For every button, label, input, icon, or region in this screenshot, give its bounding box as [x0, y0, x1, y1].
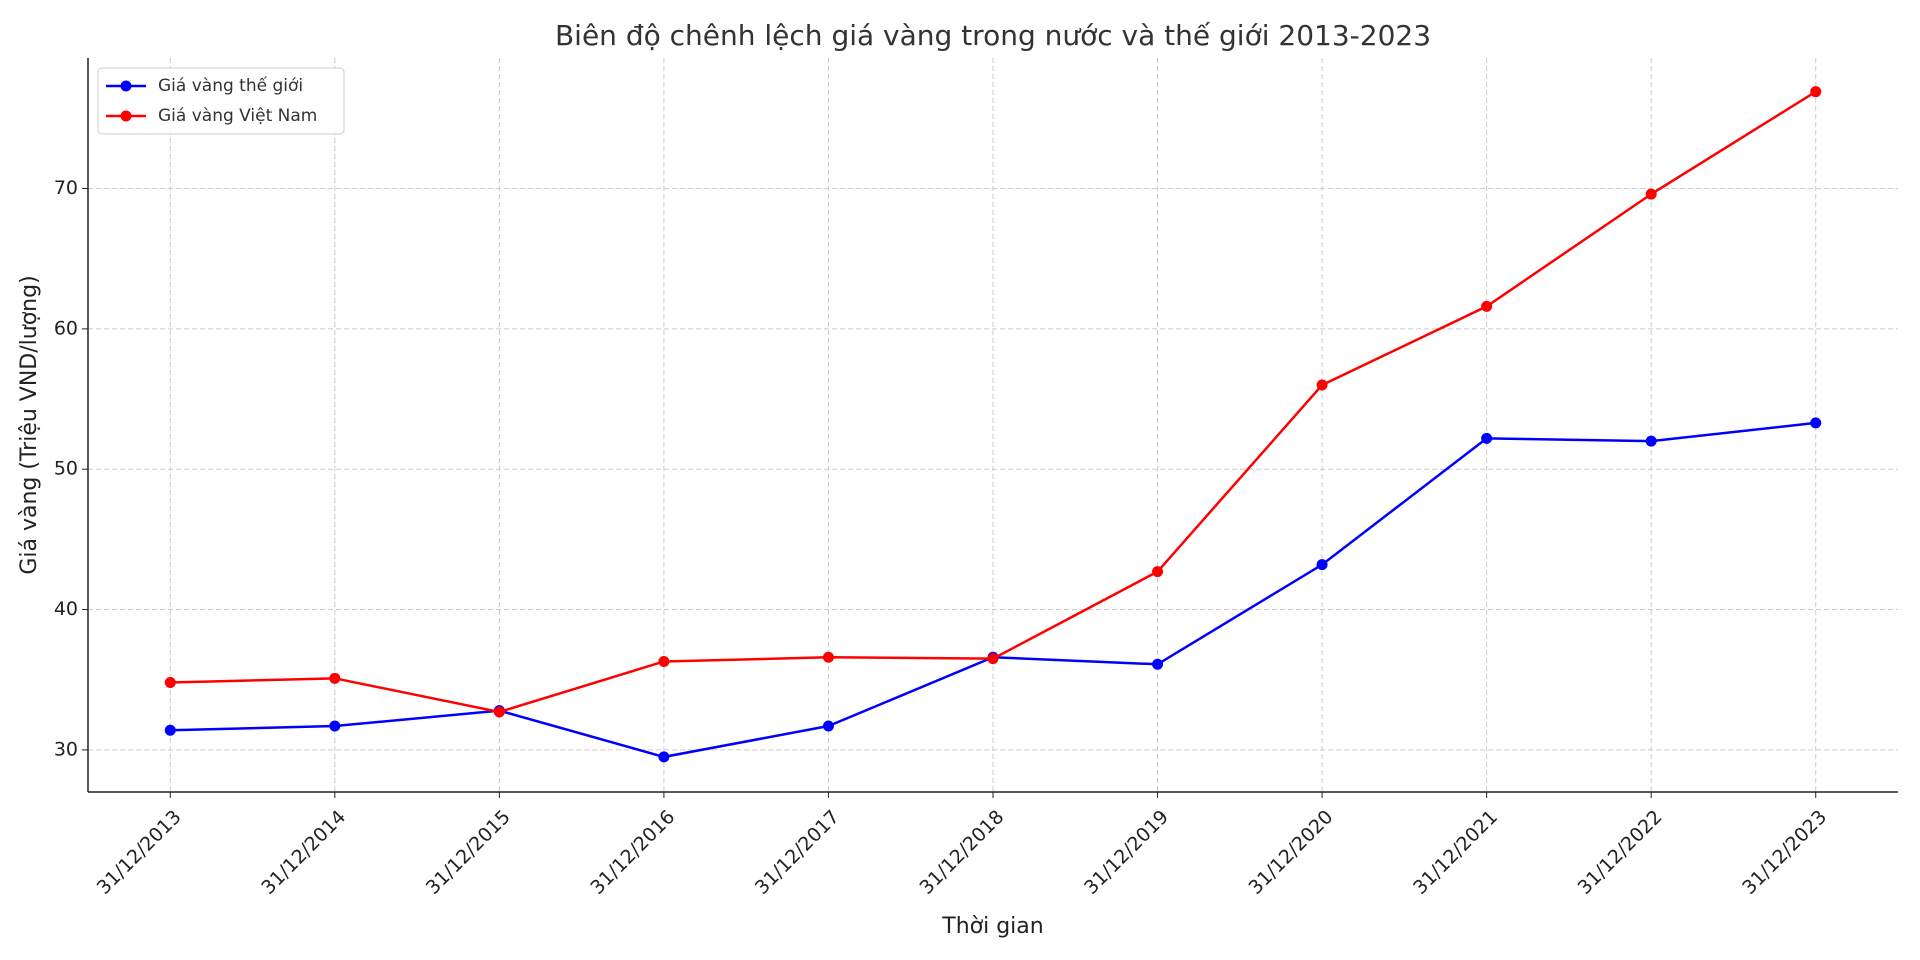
x-tick-label: 31/12/2018	[915, 806, 1008, 899]
point	[493, 706, 505, 718]
point	[822, 651, 834, 663]
x-tick-label: 31/12/2020	[1245, 806, 1338, 899]
legend-box	[97, 67, 345, 135]
point	[658, 655, 670, 667]
x-tick-label: 31/12/2015	[422, 806, 515, 899]
point	[1645, 188, 1657, 200]
point	[164, 724, 176, 736]
point	[1810, 86, 1822, 98]
point	[1152, 566, 1164, 578]
x-tick-label: 31/12/2017	[751, 806, 844, 899]
point	[1316, 559, 1328, 571]
legend-label: Giá vàng thế giới	[158, 75, 303, 96]
y-tick-label: 50	[54, 458, 78, 480]
x-tick-label: 31/12/2016	[586, 806, 679, 899]
x-tick-label: 31/12/2014	[257, 806, 350, 899]
point	[164, 677, 176, 689]
chart-title: Biên độ chênh lệch giá vàng trong nước v…	[555, 19, 1431, 52]
y-axis-label: Giá vàng (Triệu VND/lượng)	[17, 275, 42, 574]
point	[329, 672, 341, 684]
point	[987, 653, 999, 665]
point	[1316, 379, 1328, 391]
y-tick-label: 60	[54, 317, 78, 339]
y-tick-label: 40	[54, 598, 78, 620]
legend-label: Giá vàng Việt Nam	[158, 106, 317, 126]
point	[329, 720, 341, 732]
point	[1810, 417, 1822, 429]
point	[1645, 435, 1657, 447]
x-tick-label: 31/12/2022	[1574, 806, 1667, 899]
point	[1481, 300, 1493, 312]
point	[1481, 432, 1493, 444]
x-tick-label: 31/12/2023	[1738, 806, 1831, 899]
point	[822, 720, 834, 732]
x-tick-label: 31/12/2013	[93, 806, 186, 899]
point	[1152, 658, 1164, 670]
y-tick-label: 30	[54, 738, 78, 760]
x-tick-label: 31/12/2021	[1409, 806, 1502, 899]
legend-marker	[120, 110, 132, 122]
point	[658, 751, 670, 763]
x-tick-label: 31/12/2019	[1080, 806, 1173, 899]
y-tick-label: 70	[54, 177, 78, 199]
x-axis-label: Thời gian	[941, 914, 1043, 939]
legend-marker	[120, 80, 132, 92]
